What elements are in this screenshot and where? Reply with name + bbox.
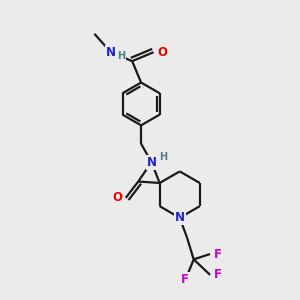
Text: N: N — [146, 156, 157, 169]
Text: F: F — [214, 248, 222, 260]
Text: N: N — [106, 46, 116, 59]
Text: O: O — [112, 191, 122, 204]
Text: F: F — [214, 268, 222, 281]
Text: F: F — [181, 273, 189, 286]
Text: O: O — [157, 46, 167, 59]
Text: H: H — [159, 152, 167, 162]
Text: N: N — [175, 211, 185, 224]
Text: H: H — [117, 51, 125, 61]
